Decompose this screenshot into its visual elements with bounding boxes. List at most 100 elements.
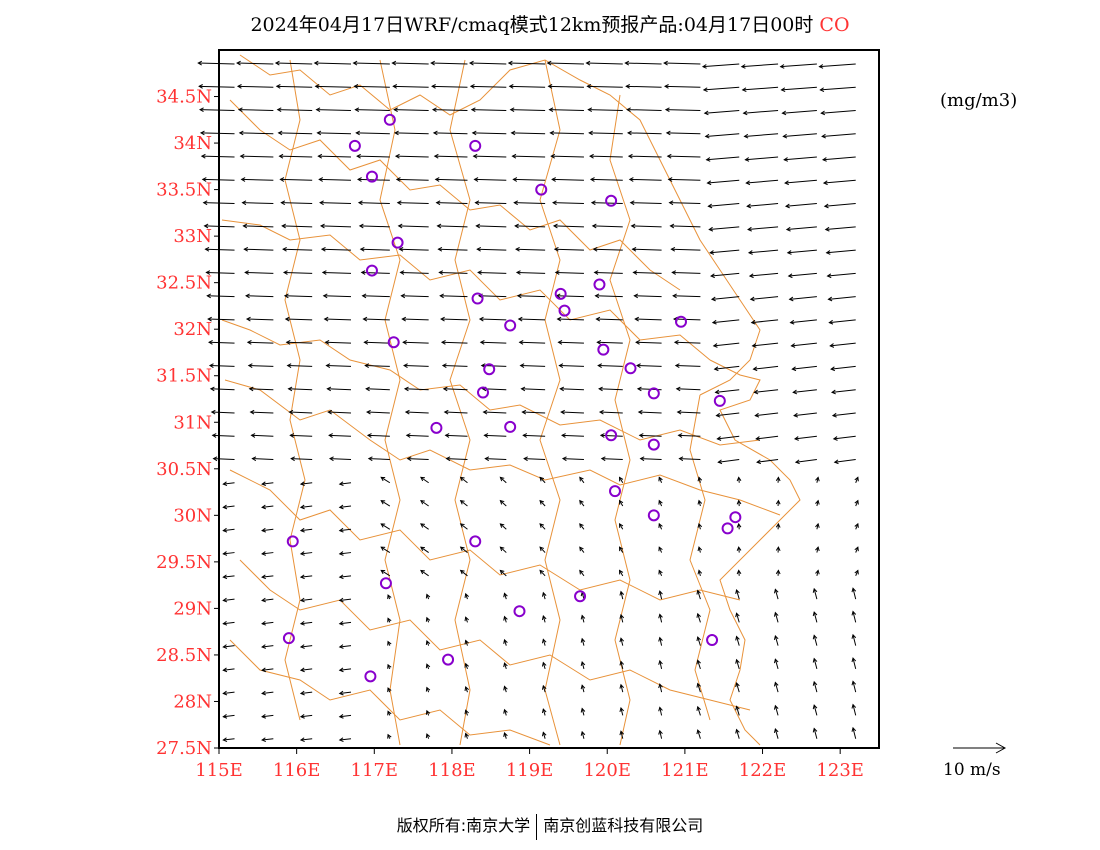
wind-vector-head <box>352 60 358 66</box>
wind-vector <box>246 295 274 298</box>
boundary-line <box>229 99 681 291</box>
wind-vector-head <box>793 412 799 418</box>
wind-vector-head <box>663 84 669 89</box>
wind-vector-head <box>658 613 663 619</box>
wind-vector-head <box>439 293 444 299</box>
wind-vector-head <box>338 527 344 533</box>
wind-vector-head <box>392 84 398 89</box>
wind-vector <box>774 682 779 693</box>
wind-vector-head <box>793 436 799 441</box>
wind-vector-head <box>539 476 545 482</box>
station-marker <box>597 343 610 356</box>
wind-vector <box>852 611 857 623</box>
wind-vector <box>774 728 779 739</box>
wind-vector-head <box>199 130 205 136</box>
wind-vector <box>780 63 817 68</box>
wind-vector-head <box>579 569 584 575</box>
wind-vector-head <box>593 270 599 275</box>
wind-vector-head <box>677 433 683 438</box>
wind-vector <box>323 295 352 298</box>
wind-vector-head <box>744 157 750 162</box>
wind-vector-head <box>736 546 742 552</box>
wind-vector <box>795 458 817 463</box>
station-marker <box>721 522 734 535</box>
wind-vector-head <box>327 409 333 415</box>
wind-vector <box>200 109 235 111</box>
wind-vector <box>327 388 352 391</box>
wind-vector-head <box>442 386 448 392</box>
wind-vector-head <box>591 223 597 229</box>
wind-vector <box>477 248 507 251</box>
wind-vector-head <box>299 737 305 742</box>
wind-vector-head <box>854 546 859 552</box>
wind-vector-head <box>833 459 839 465</box>
wind-vector <box>480 341 507 344</box>
wind-vector-head <box>580 684 586 690</box>
wind-vector-head <box>550 153 556 159</box>
wind-vector-head <box>387 687 392 693</box>
wind-vector-head <box>239 153 245 159</box>
wind-vector <box>203 202 235 205</box>
wind-vector-head <box>819 87 825 93</box>
wind-vector <box>262 528 274 532</box>
wind-vector <box>753 365 779 370</box>
wind-vector <box>665 85 701 88</box>
wind-vector <box>669 202 701 205</box>
wind-vector-head <box>222 574 228 580</box>
wind-vector <box>620 638 624 646</box>
wind-vector <box>833 435 856 440</box>
wind-vector <box>483 411 507 414</box>
wind-vector <box>542 708 546 716</box>
wind-vector <box>628 132 662 135</box>
wind-vector <box>362 295 390 298</box>
wind-vector-head <box>514 223 519 229</box>
wind-vector-head <box>665 130 671 136</box>
wind-vector-head <box>405 433 411 438</box>
wind-vector-head <box>590 200 596 206</box>
wind-vector <box>746 179 779 184</box>
wind-vector <box>524 458 546 460</box>
wind-vector <box>552 178 584 181</box>
wind-vector-head <box>199 107 204 113</box>
wind-vector-head <box>548 107 554 113</box>
wind-vector <box>223 575 235 578</box>
wind-vector-head <box>812 657 818 663</box>
wind-vector-head <box>854 499 859 505</box>
wind-vector <box>697 636 701 646</box>
wind-vector <box>813 588 818 600</box>
wind-vector-head <box>359 246 365 252</box>
y-tick-label: 33N <box>173 226 212 247</box>
wind-vector-head <box>319 223 325 229</box>
wind-vector-head <box>434 177 440 182</box>
wind-vector-head <box>338 714 344 719</box>
wind-vector <box>223 738 235 741</box>
wind-vector <box>444 411 468 414</box>
wind-vector-head <box>658 522 663 528</box>
wind-vector <box>791 342 817 347</box>
wind-vector <box>339 691 352 695</box>
wind-vector-head <box>222 667 228 673</box>
wind-vector-head <box>773 634 779 640</box>
wind-vector <box>210 388 235 391</box>
wind-vector-head <box>438 270 444 275</box>
wind-vector-head <box>299 551 305 556</box>
wind-vector-head <box>629 200 635 206</box>
wind-vector-head <box>554 270 560 275</box>
wind-vector-head <box>547 84 553 89</box>
wind-vector-head <box>579 546 584 552</box>
wind-vector-head <box>586 84 592 89</box>
wind-vector-head <box>631 246 637 252</box>
wind-vector <box>793 389 817 393</box>
station-marker <box>387 336 400 349</box>
wind-vector-head <box>202 200 208 206</box>
wind-vector <box>460 476 468 484</box>
wind-vector-head <box>399 270 405 275</box>
wind-vector-head <box>830 366 836 372</box>
wind-vector-head <box>459 569 465 575</box>
wind-vector <box>394 109 429 111</box>
wind-vector <box>442 365 468 367</box>
station-marker <box>605 194 618 207</box>
wind-vector-head <box>406 456 412 462</box>
wind-vector <box>213 458 235 460</box>
wind-vector-head <box>387 594 392 600</box>
